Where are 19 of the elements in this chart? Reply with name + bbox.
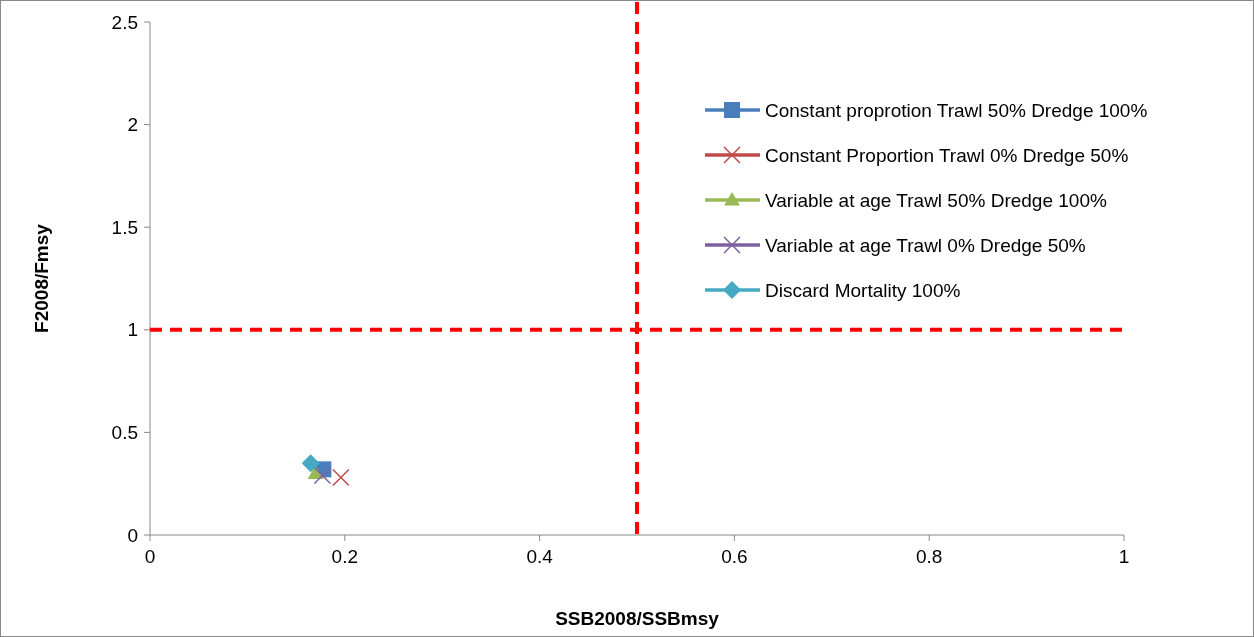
x-tick-label: 0.2 (331, 546, 359, 567)
y-tick-label: 1.5 (111, 216, 138, 238)
x-tick-label: 0.4 (526, 546, 554, 567)
y-axis-title: F2008/Fmsy (31, 223, 52, 333)
legend-label: Constant Proportion Trawl 0% Dredge 50% (765, 144, 1129, 166)
y-tick-label: 0 (127, 524, 138, 546)
y-tick-label: 2.5 (111, 11, 138, 33)
x-tick-label: 0.8 (915, 546, 943, 567)
x-tick-label: 0.6 (721, 546, 748, 567)
legend-label: Discard Mortality 100% (765, 279, 961, 301)
y-tick-label: 2 (127, 114, 138, 136)
y-tick-label: 1 (127, 319, 138, 341)
x-tick-label: 0 (144, 546, 156, 567)
x-tick-label: 1 (1118, 546, 1130, 567)
legend-label: Variable at age Trawl 0% Dredge 50% (765, 234, 1086, 256)
legend-label: Constant proprotion Trawl 50% Dredge 100% (765, 99, 1148, 121)
legend-label: Variable at age Trawl 50% Dredge 100% (765, 189, 1107, 211)
x-axis-title: SSB2008/SSBmsy (555, 608, 720, 629)
y-tick-label: 0.5 (111, 422, 138, 444)
